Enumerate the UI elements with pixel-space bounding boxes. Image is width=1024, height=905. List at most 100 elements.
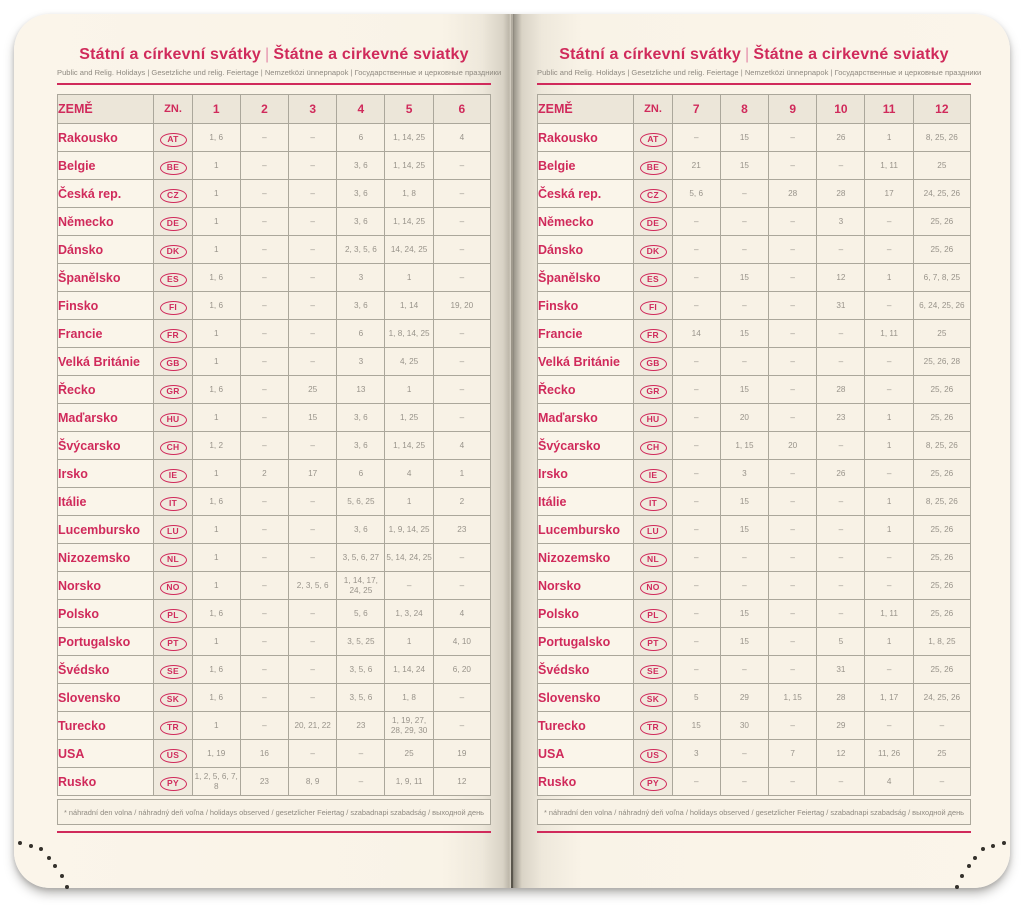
table-row: Itálie IT 1, 6– –5, 6, 25 1 2 (56, 487, 492, 516)
country-code-badge: FI (159, 300, 187, 315)
table-row: Turecko TR 15 30–29– – (536, 711, 972, 740)
holiday-days-cell: – (384, 571, 434, 600)
table-row: Německo DE 1– –3, 6 1, 14, 25– (56, 207, 492, 236)
country-code-badge: US (159, 748, 187, 763)
holiday-days-cell: – (432, 151, 492, 180)
country-code-badge: TR (639, 720, 667, 735)
holidays-table: ZEMĚ ZN. 1 2 3 4 5 6 Rakousko AT 1, 6– –6 1, 14, 25 4… (56, 94, 492, 796)
holiday-days-cell: – (719, 207, 770, 236)
country-code-cell: US (153, 739, 193, 768)
holiday-days-cell: 1, 6 (191, 487, 241, 516)
perforation-dot (18, 841, 22, 845)
country-code-badge: LU (159, 524, 187, 539)
holiday-days-cell: – (768, 207, 818, 236)
country-name: Velká Británie (536, 347, 635, 376)
country-code-badge: AT (159, 132, 187, 147)
holiday-days-cell: – (671, 207, 721, 236)
bottom-rule (537, 831, 971, 833)
country-name: Německo (536, 207, 635, 236)
country-name: Švédsko (536, 655, 635, 684)
holiday-days-cell: 5, 6, 25 (336, 487, 386, 516)
country-name: Belgie (536, 151, 635, 180)
holiday-days-cell: – (864, 459, 914, 488)
perforation-dot (991, 844, 995, 848)
country-code-cell: NO (633, 571, 673, 600)
holiday-days-cell: 20 (768, 431, 818, 460)
holiday-days-cell: 29 (816, 711, 866, 740)
holiday-days-cell: 15 (719, 487, 770, 516)
holiday-days-cell: 1 (191, 515, 241, 544)
country-name: Rakousko (56, 123, 155, 152)
table-row: Belgie BE 1– –3, 6 1, 14, 25– (56, 151, 492, 180)
holiday-days-cell: – (768, 459, 818, 488)
country-code-cell: LU (633, 515, 673, 544)
holiday-days-cell: – (768, 151, 818, 180)
perforation-dot (973, 856, 977, 860)
table-row: Belgie BE 21 15– –1, 11 25 (536, 151, 972, 180)
country-name: Rakousko (536, 123, 635, 152)
table-row: Švýcarsko CH 1, 2– –3, 6 1, 14, 25 4 (56, 431, 492, 460)
table-row: Slovensko SK 1, 6– –3, 5, 6 1, 8– (56, 683, 492, 712)
holiday-days-cell: 25, 26 (912, 599, 972, 628)
month-column-header: 2 (239, 94, 290, 124)
holiday-days-cell: 3, 6 (336, 179, 386, 208)
month-column-header: 8 (719, 94, 770, 124)
country-code-cell: PL (633, 599, 673, 628)
holiday-days-cell: – (671, 515, 721, 544)
title-rule (537, 83, 971, 85)
holiday-days-cell: 19 (432, 739, 492, 768)
holiday-days-cell: – (864, 347, 914, 376)
table-row: Irsko IE –3–26–25, 26 (536, 459, 972, 488)
holiday-days-cell: 1, 14, 17, 24, 25 (336, 571, 386, 600)
page-title-sk: Štátne a cirkevné sviatky (753, 46, 949, 63)
holiday-days-cell: 1 (191, 151, 241, 180)
holiday-days-cell: 3 (816, 207, 866, 236)
holiday-days-cell: – (432, 543, 492, 572)
header-row: ZEMĚ ZN. 7 8 9 10 11 12 (536, 94, 972, 124)
holiday-days-cell: 1 (384, 263, 434, 292)
holiday-days-cell: – (239, 291, 290, 320)
country-name: Finsko (56, 291, 155, 320)
country-code-cell: PL (153, 599, 193, 628)
holiday-days-cell: – (239, 263, 290, 292)
country-name: Itálie (56, 487, 155, 516)
country-code-cell: PT (633, 627, 673, 656)
holiday-days-cell: – (768, 291, 818, 320)
table-row: Portugalsko PT 1– –3, 5, 25 1 4, 10 (56, 627, 492, 656)
holiday-days-cell: 3 (671, 739, 721, 768)
holiday-days-cell: 8, 25, 26 (912, 487, 972, 516)
holiday-days-cell: 1, 8 (384, 683, 434, 712)
holiday-days-cell: – (864, 235, 914, 264)
country-code-cell: CH (633, 431, 673, 460)
holiday-days-cell: 15 (288, 403, 338, 432)
country-code-cell: PY (153, 767, 193, 796)
holiday-days-cell: – (719, 543, 770, 572)
holiday-days-cell: 1, 2 (191, 431, 241, 460)
month-column-header: 12 (912, 94, 972, 124)
holiday-days-cell: 1 (191, 459, 241, 488)
holiday-days-cell: 1, 6 (191, 375, 241, 404)
holiday-days-cell: – (864, 207, 914, 236)
footnote: * náhradní den volna / náhradný deň voľn… (537, 799, 971, 825)
holiday-days-cell: 8, 9 (288, 767, 338, 796)
holiday-days-cell: – (816, 151, 866, 180)
table-row: Německo DE – – –3–25, 26 (536, 207, 972, 236)
holiday-days-cell: 1, 15 (719, 431, 770, 460)
country-code-badge: BE (159, 160, 187, 175)
holiday-days-cell: 8, 25, 26 (912, 123, 972, 152)
country-column-header: ZEMĚ (536, 94, 635, 124)
country-name: Řecko (56, 375, 155, 404)
holiday-days-cell: 1, 19, 27, 28, 29, 30 (384, 711, 434, 740)
holiday-days-cell: 24, 25, 26 (912, 179, 972, 208)
holiday-days-cell: 14, 24, 25 (384, 235, 434, 264)
holiday-days-cell: – (239, 655, 290, 684)
country-code-badge: IT (159, 496, 187, 511)
holiday-days-cell: 5, 6 (336, 599, 386, 628)
holiday-days-cell: 30 (719, 711, 770, 740)
holiday-days-cell: 25, 26 (912, 571, 972, 600)
holiday-days-cell: 20 (719, 403, 770, 432)
holiday-days-cell: 1 (191, 347, 241, 376)
country-code-cell: GB (153, 347, 193, 376)
title-separator: | (265, 46, 270, 63)
holiday-days-cell: 2, 3, 5, 6 (336, 235, 386, 264)
